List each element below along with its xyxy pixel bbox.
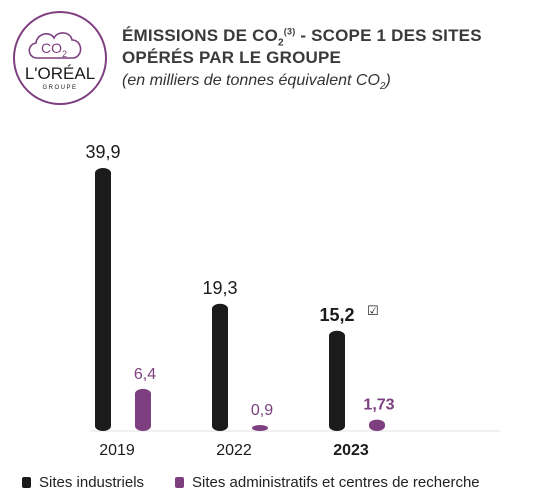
loreal-logo: CO2 L'ORÉAL GROUPE [13,11,107,105]
legend-item-admin: Sites administratifs et centres de reche… [175,474,480,491]
legend-swatch-industrial [22,477,31,488]
data-label-industrial-2022: 19,3 [202,278,237,298]
verified-checkbox-icon: ☑ [367,304,379,319]
x-tick-label-2022: 2022 [216,442,252,459]
chart-subtitle: (en milliers de tonnes équivalent CO2) [122,72,391,93]
logo-co-text: CO2 [41,40,67,59]
bar-admin-2023 [369,419,385,431]
bar-admin-2019 [135,388,151,431]
legend-label-admin: Sites administratifs et centres de reche… [192,474,480,491]
chart-title-line2: OPÉRÉS PAR LE GROUPE [122,48,342,67]
legend-label-industrial: Sites industriels [39,474,145,491]
logo-brand: L'ORÉAL [25,64,95,83]
bar-industrial-2023 [329,330,345,431]
legend-swatch-admin [175,477,184,488]
chart-title-line1: ÉMISSIONS DE CO2(3) - SCOPE 1 DES SITES [122,26,482,49]
bars-group [95,168,385,431]
labels-group: 39,9 6,4 2019 19,3 0,9 2022 15,2 1,73 2023 ☑ [85,142,394,459]
data-label-admin-2023: 1,73 [363,397,394,414]
x-tick-label-2023: 2023 [333,442,369,459]
logo-brand-sub: GROUPE [42,85,77,91]
bar-admin-2022 [252,425,268,431]
data-label-admin-2022: 0,9 [251,402,273,419]
data-label-industrial-2019: 39,9 [85,142,120,162]
cloud-icon [28,32,82,59]
data-label-industrial-2023: 15,2 [319,305,354,325]
legend-item-industrial: Sites industriels [22,474,144,491]
data-label-admin-2019: 6,4 [134,366,156,383]
bar-industrial-2022 [212,303,228,431]
bar-industrial-2019 [95,168,111,431]
x-tick-label-2019: 2019 [99,442,135,459]
